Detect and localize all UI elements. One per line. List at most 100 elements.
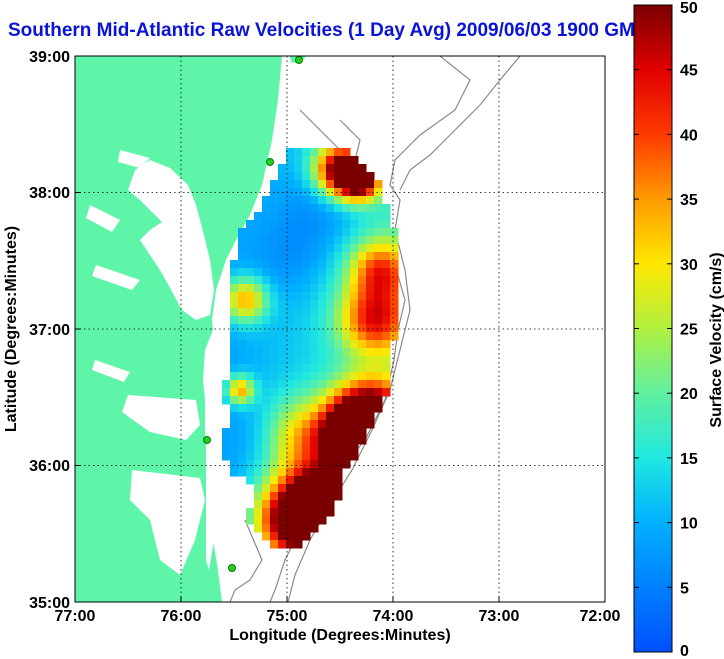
velocity-cell	[270, 500, 279, 509]
velocity-cell	[374, 276, 383, 285]
velocity-cell	[310, 508, 319, 517]
velocity-cell	[382, 380, 391, 389]
velocity-cell	[286, 220, 295, 229]
velocity-cell	[366, 420, 375, 429]
velocity-cell	[302, 244, 311, 253]
velocity-cell	[366, 292, 375, 301]
velocity-cell	[310, 468, 319, 477]
velocity-cell	[326, 380, 335, 389]
velocity-cell	[358, 380, 367, 389]
velocity-cell	[238, 444, 247, 453]
colorbar-label: Surface Velocity (cm/s)	[708, 252, 724, 427]
velocity-cell	[310, 452, 319, 461]
velocity-cell	[278, 412, 287, 421]
velocity-cell	[246, 396, 255, 405]
velocity-cell	[342, 252, 351, 261]
velocity-cell	[262, 268, 271, 277]
velocity-cell	[302, 316, 311, 325]
velocity-cell	[230, 420, 239, 429]
velocity-cell	[286, 252, 295, 261]
velocity-cell	[254, 516, 263, 525]
velocity-cell	[358, 420, 367, 429]
velocity-cell	[262, 340, 271, 349]
velocity-cell	[350, 348, 359, 357]
velocity-cell	[342, 220, 351, 229]
velocity-cell	[302, 340, 311, 349]
velocity-cell	[222, 380, 231, 389]
velocity-cell	[262, 332, 271, 341]
velocity-cell	[342, 444, 351, 453]
velocity-cell	[286, 276, 295, 285]
velocity-cell	[278, 228, 287, 237]
velocity-cell	[302, 460, 311, 469]
velocity-cell	[254, 476, 263, 485]
velocity-cell	[334, 268, 343, 277]
velocity-cell	[270, 284, 279, 293]
velocity-cell	[358, 388, 367, 397]
velocity-cell	[278, 308, 287, 317]
velocity-cell	[326, 444, 335, 453]
velocity-cell	[350, 260, 359, 269]
velocity-cell	[294, 476, 303, 485]
velocity-cell	[350, 244, 359, 253]
velocity-cell	[374, 196, 383, 205]
velocity-cell	[286, 180, 295, 189]
velocity-cell	[326, 164, 335, 173]
velocity-cell	[390, 284, 399, 293]
velocity-cell	[246, 244, 255, 253]
velocity-cell	[238, 300, 247, 309]
velocity-cell	[302, 196, 311, 205]
velocity-cell	[302, 164, 311, 173]
velocity-cell	[382, 316, 391, 325]
velocity-cell	[238, 404, 247, 413]
velocity-cell	[254, 388, 263, 397]
velocity-cell	[358, 188, 367, 197]
velocity-cell	[390, 308, 399, 317]
velocity-cell	[286, 372, 295, 381]
velocity-cell	[326, 212, 335, 221]
velocity-cell	[366, 380, 375, 389]
velocity-cell	[286, 468, 295, 477]
velocity-cell	[286, 460, 295, 469]
velocity-cell	[238, 396, 247, 405]
velocity-cell	[334, 260, 343, 269]
velocity-cell	[302, 388, 311, 397]
velocity-cell	[326, 492, 335, 501]
velocity-cell	[326, 332, 335, 341]
velocity-cell	[294, 500, 303, 509]
velocity-cell	[334, 308, 343, 317]
velocity-cell	[318, 324, 327, 333]
velocity-cell	[366, 172, 375, 181]
velocity-cell	[310, 148, 319, 157]
velocity-cell	[302, 268, 311, 277]
velocity-cell	[334, 396, 343, 405]
velocity-cell	[326, 324, 335, 333]
velocity-cell	[342, 212, 351, 221]
velocity-cell	[246, 444, 255, 453]
velocity-cell	[230, 356, 239, 365]
velocity-cell	[334, 356, 343, 365]
velocity-cell	[382, 388, 391, 397]
velocity-cell	[270, 540, 279, 549]
velocity-cell	[270, 364, 279, 373]
velocity-cell	[294, 308, 303, 317]
velocity-cell	[366, 260, 375, 269]
velocity-cell	[286, 412, 295, 421]
velocity-cell	[254, 348, 263, 357]
velocity-cell	[254, 260, 263, 269]
velocity-cell	[262, 292, 271, 301]
velocity-cell	[358, 300, 367, 309]
velocity-cell	[254, 492, 263, 501]
velocity-cell	[254, 508, 263, 517]
velocity-cell	[230, 340, 239, 349]
velocity-cell	[302, 532, 311, 541]
velocity-cell	[286, 148, 295, 157]
velocity-cell	[310, 404, 319, 413]
velocity-cell	[334, 420, 343, 429]
velocity-cell	[366, 268, 375, 277]
velocity-cell	[254, 356, 263, 365]
velocity-cell	[342, 260, 351, 269]
velocity-cell	[278, 420, 287, 429]
velocity-cell	[270, 476, 279, 485]
velocity-cell	[350, 156, 359, 165]
